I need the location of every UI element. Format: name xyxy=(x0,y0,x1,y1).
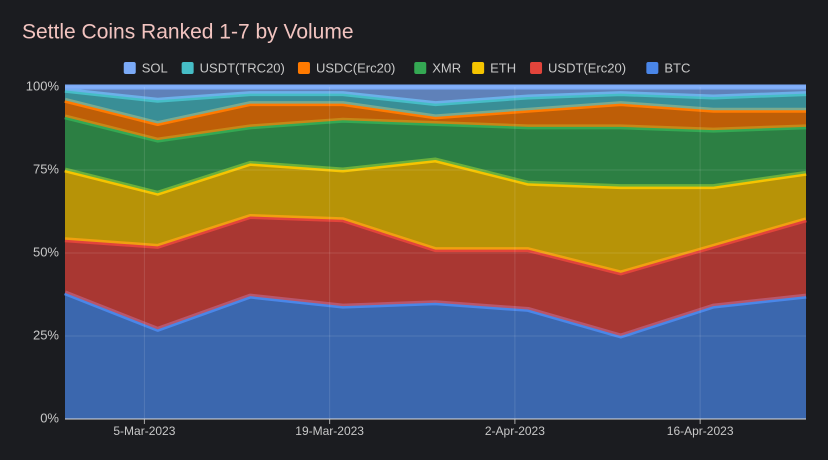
legend-label: XMR xyxy=(432,60,461,75)
legend-label: USDT(TRC20) xyxy=(200,60,285,75)
legend-swatch xyxy=(414,62,427,74)
x-tick-label: 16-Apr-2023 xyxy=(667,424,734,438)
x-tick-label: 19-Mar-2023 xyxy=(295,424,364,438)
legend-label: USDT(Erc20) xyxy=(548,60,626,75)
legend-swatch xyxy=(530,62,543,74)
area xyxy=(65,100,806,141)
legend-swatch xyxy=(297,62,310,74)
y-tick-label: 25% xyxy=(33,327,59,342)
area xyxy=(65,116,806,194)
y-tick-label: 50% xyxy=(33,244,59,259)
legend-label: USDC(Erc20) xyxy=(316,60,395,75)
area xyxy=(65,87,806,104)
legend: SOL USDT(TRC20) USDC(Erc20) XMR ETH USDT(Erc2… xyxy=(123,60,690,75)
area xyxy=(65,216,806,336)
legend-swatch xyxy=(646,62,659,74)
legend-label: ETH xyxy=(490,60,516,75)
y-tick-label: 0% xyxy=(40,410,59,425)
x-tick-label: 2-Apr-2023 xyxy=(485,424,545,438)
legend-swatch xyxy=(472,62,485,74)
y-tick-label: 100% xyxy=(26,78,60,93)
y-tick-label: 75% xyxy=(33,161,59,176)
chart-title: Settle Coins Ranked 1-7 by Volume xyxy=(22,21,354,44)
area xyxy=(65,90,806,124)
legend-swatch xyxy=(123,62,136,74)
x-tick-label: 5-Mar-2023 xyxy=(113,424,175,438)
legend-label: BTC xyxy=(664,60,690,75)
area xyxy=(65,292,806,419)
legend-label: SOL xyxy=(142,60,168,75)
legend-swatch xyxy=(181,62,194,74)
